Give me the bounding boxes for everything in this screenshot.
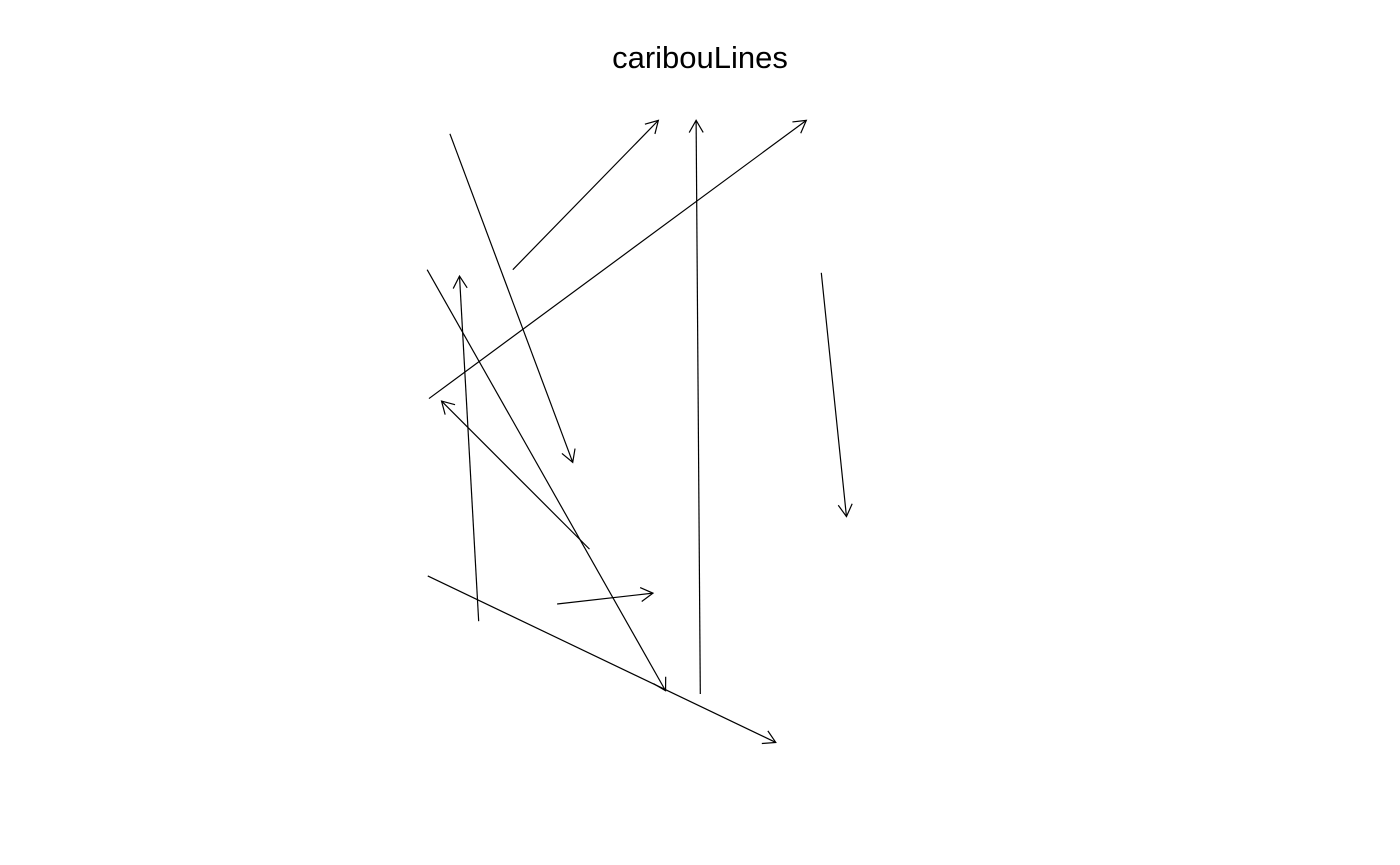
segment-1 [449,133,576,464]
segment-6 [452,274,480,622]
segment-line [695,120,701,694]
segment-line [441,400,590,550]
arrowhead [639,586,655,602]
arrowhead [761,730,777,745]
segment-2 [512,119,660,271]
arrowhead [440,400,456,415]
segment-line [427,575,777,743]
arrowhead [792,119,808,134]
segment-line [449,133,574,463]
segment-9 [557,586,655,605]
segment-line [426,269,667,692]
chart-title: caribouLines [612,40,788,75]
segment-3 [688,119,704,694]
arrowhead [688,119,704,133]
segment-10 [820,272,853,518]
arrowhead [837,503,853,518]
segment-4 [428,119,808,400]
arrowhead [644,119,660,135]
segment-line [557,592,654,605]
segment-line [428,119,807,400]
segment-line [458,276,480,622]
segment-8 [427,575,777,745]
segments-layer [426,119,853,745]
arrowhead [452,274,468,289]
arrowhead [561,448,576,464]
segment-line [820,272,848,517]
segment-line [512,119,659,271]
segment-7 [440,400,590,550]
